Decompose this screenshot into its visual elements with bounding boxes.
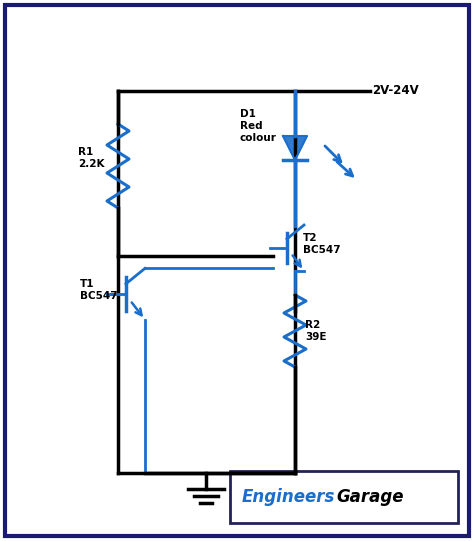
Text: Garage: Garage xyxy=(337,488,404,506)
Bar xyxy=(230,471,458,523)
Text: T2
BC547: T2 BC547 xyxy=(303,233,341,255)
Text: R1
2.2K: R1 2.2K xyxy=(78,147,104,169)
Text: T1
BC547: T1 BC547 xyxy=(80,279,118,301)
Text: 2V-24V: 2V-24V xyxy=(372,84,419,97)
Text: D1
Red
colour: D1 Red colour xyxy=(240,109,277,143)
Polygon shape xyxy=(283,136,307,160)
Text: Engineers: Engineers xyxy=(242,488,335,506)
Text: R2
39E: R2 39E xyxy=(305,320,327,342)
